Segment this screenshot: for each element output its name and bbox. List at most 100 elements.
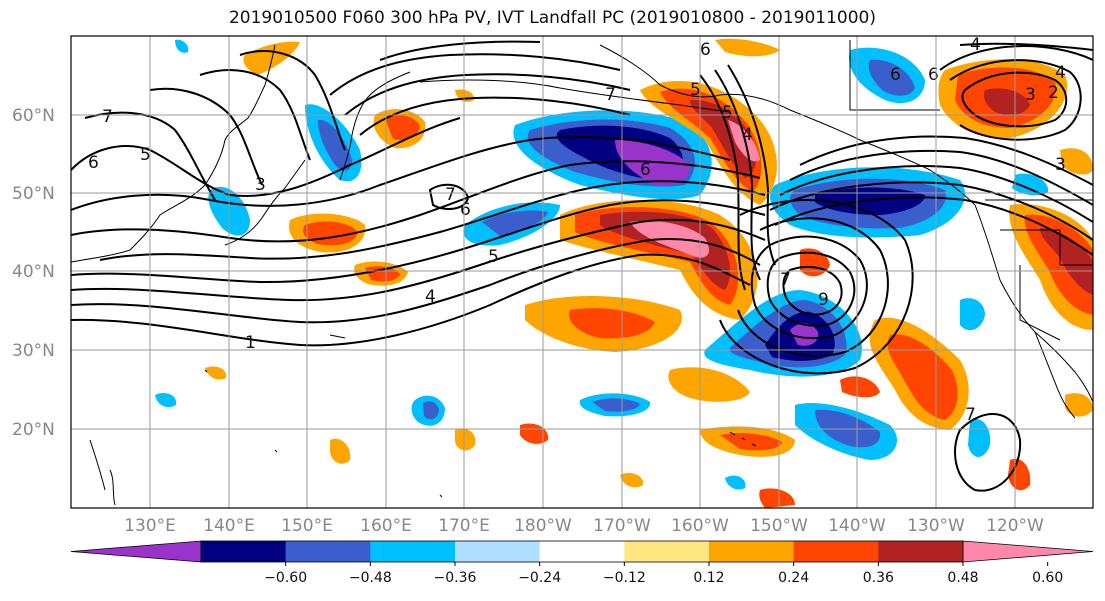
contour-line [799, 135, 1093, 186]
state-border [1000, 229, 1093, 266]
contour-line [239, 50, 346, 151]
contour-label: 9 [818, 290, 829, 310]
contour-line [428, 183, 470, 211]
lat-label: 30°N [12, 341, 55, 361]
colorbar-tick-label: 0.12 [693, 570, 724, 586]
contour-line [719, 199, 914, 375]
contour-label: 4 [742, 125, 753, 145]
negative-anomaly-region [155, 393, 177, 408]
negative-anomaly-region [592, 398, 640, 412]
colorbar: −0.60 −0.48 −0.36 −0.24 −0.12 0.12 0.24 0.36 0.4… [70, 540, 1094, 586]
positive-anomaly-region [983, 88, 1030, 116]
contour-label: 6 [640, 160, 651, 180]
contour-line [774, 196, 1093, 256]
contour-line [99, 180, 766, 261]
positive-anomaly-region [1060, 148, 1093, 175]
canada-region-border [849, 40, 940, 111]
positive-anomaly-region [1024, 214, 1093, 315]
latitude-labels: 60°N 50°N 40°N 30°N 20°N [12, 106, 55, 440]
contour-line [789, 149, 1093, 206]
positive-anomaly-region [668, 367, 750, 402]
positive-anomaly-region [840, 376, 880, 398]
contour-line [779, 165, 1093, 223]
contour-line [379, 40, 541, 61]
contour-label: 6 [928, 65, 939, 85]
positive-anomaly-region [620, 473, 644, 488]
contour-line [699, 74, 746, 291]
colorbar-tick-label: 0.48 [947, 570, 978, 586]
pacific-islets [204, 334, 443, 498]
lat-label: 60°N [12, 106, 55, 126]
contour-label: 6 [700, 40, 711, 60]
asia-coastline [71, 44, 276, 263]
colorbar-tick-label: −0.60 [264, 570, 307, 586]
japan-coastline [224, 159, 306, 246]
positive-anomaly-region [1065, 393, 1093, 417]
negative-anomaly-region [790, 323, 819, 346]
positive-anomaly-region [715, 38, 780, 57]
aleutian-chain [419, 79, 731, 113]
contour-line [949, 59, 1082, 141]
lon-label: 120°W [986, 516, 1044, 536]
contour-line [750, 235, 868, 340]
positive-anomaly-region [759, 488, 795, 508]
contour-label: 3 [1025, 85, 1036, 105]
longitude-labels: 130°E 140°E 150°E 160°E 170°E 180°W 170°… [124, 516, 1044, 536]
colorbar-min-extension [70, 540, 202, 563]
contour-label: 5 [140, 145, 151, 165]
contour-label: 7 [102, 107, 113, 127]
north-america-west-coastline [974, 204, 1093, 403]
positive-anomaly-region [455, 428, 476, 451]
contour-line [71, 160, 761, 243]
colorbar-segment [201, 541, 287, 562]
positive-anomaly-region [728, 120, 760, 162]
colorbar-segment [624, 541, 710, 562]
colorbar-max-extension [962, 540, 1094, 563]
contour-line [71, 238, 761, 324]
hawaii-islands [729, 431, 757, 447]
baja-coastline [1034, 331, 1076, 419]
lon-label: 170°E [438, 516, 490, 536]
negative-anomaly-region [815, 187, 925, 215]
colorbar-tick-label: −0.12 [603, 570, 646, 586]
contour-line [714, 69, 761, 281]
contour-label: 3 [255, 175, 266, 195]
colorbar-segment [793, 541, 879, 562]
contour-line [766, 251, 856, 327]
negative-anomaly-region [725, 475, 746, 490]
map-content: 7 6 5 3 7 6 5 4 1 6 5 5 4 6 7 7 6 9 4 6 … [71, 36, 1093, 508]
contour-line [344, 73, 631, 116]
page-title: 2019010500 F060 300 hPa PV, IVT Landfall… [228, 8, 876, 28]
colorbar-segment [455, 541, 541, 562]
colorbar-border [200, 540, 964, 563]
lon-label: 180°W [514, 516, 572, 536]
contour-line [84, 111, 216, 201]
contour-line [727, 64, 776, 266]
kamchatka-coastline [339, 71, 411, 181]
map-border [70, 35, 1094, 509]
positive-anomaly-region [600, 211, 731, 290]
colorbar-tick-label: −0.48 [349, 570, 392, 586]
lon-label: 150°E [281, 516, 333, 536]
contour-labels: 7 6 5 3 7 6 5 4 1 6 5 5 4 6 7 7 6 9 4 6 … [88, 36, 1066, 425]
positive-anomaly-region [720, 432, 782, 451]
contour-line [71, 253, 751, 347]
colorbar-segment [285, 541, 371, 562]
colorbar-segment [878, 541, 964, 562]
negative-anomaly-region [968, 418, 991, 458]
lat-label: 40°N [12, 262, 55, 282]
contour-label: 4 [1055, 63, 1066, 83]
contour-label: 1 [245, 333, 256, 353]
positive-anomaly-region [1040, 228, 1093, 295]
contour-line [199, 69, 311, 161]
contour-line [71, 135, 731, 211]
colorbar-tick-label: −0.24 [518, 570, 561, 586]
contour-line [71, 199, 766, 284]
contour-label: 6 [88, 153, 99, 173]
negative-anomaly-region [423, 401, 439, 420]
coastlines [71, 40, 1093, 506]
contour-label: 5 [488, 247, 499, 267]
map-area [71, 36, 1093, 508]
colorbar-segment [370, 541, 456, 562]
